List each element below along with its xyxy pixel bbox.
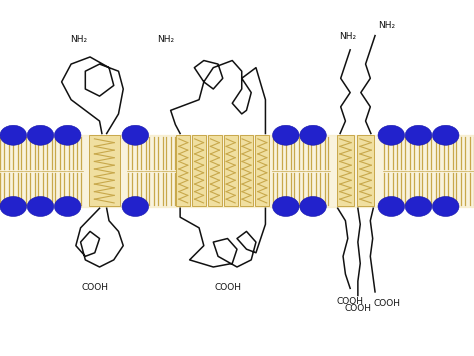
Circle shape <box>300 197 326 216</box>
Circle shape <box>55 125 81 145</box>
Circle shape <box>27 125 54 145</box>
Circle shape <box>405 125 432 145</box>
Text: COOH: COOH <box>214 283 241 292</box>
Text: NH₂: NH₂ <box>339 32 356 41</box>
Text: NH₂: NH₂ <box>70 36 87 44</box>
Text: COOH: COOH <box>82 283 108 292</box>
Circle shape <box>122 125 149 145</box>
Bar <box>357 135 374 206</box>
Text: NH₂: NH₂ <box>157 36 174 44</box>
Circle shape <box>432 125 459 145</box>
Circle shape <box>378 197 404 216</box>
Bar <box>224 135 237 206</box>
Bar <box>208 135 222 206</box>
Circle shape <box>273 197 299 216</box>
Bar <box>176 135 190 206</box>
Bar <box>255 135 269 206</box>
Circle shape <box>0 125 27 145</box>
Circle shape <box>300 125 326 145</box>
Circle shape <box>55 197 81 216</box>
Bar <box>0 135 474 207</box>
Circle shape <box>378 125 404 145</box>
Bar <box>337 135 354 206</box>
Text: COOH: COOH <box>345 304 371 313</box>
Circle shape <box>432 197 459 216</box>
Circle shape <box>27 197 54 216</box>
Bar <box>89 135 119 206</box>
Circle shape <box>122 197 149 216</box>
Text: NH₂: NH₂ <box>378 21 395 30</box>
Text: COOH: COOH <box>337 297 364 306</box>
Text: COOH: COOH <box>374 299 401 308</box>
Bar <box>192 135 206 206</box>
Circle shape <box>405 197 432 216</box>
Circle shape <box>273 125 299 145</box>
Bar <box>239 135 254 206</box>
Circle shape <box>0 197 27 216</box>
